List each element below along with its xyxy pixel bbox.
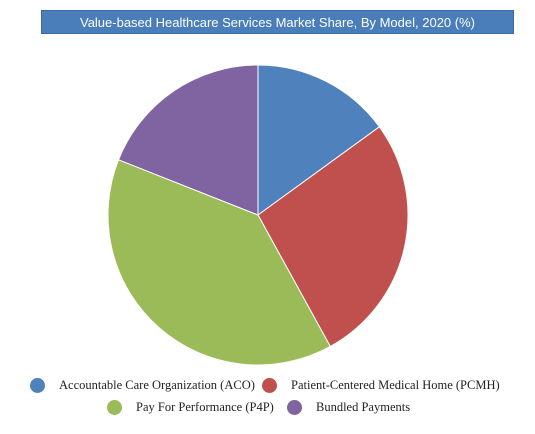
pie-slice-bundled bbox=[117, 64, 259, 216]
chart-title: Value-based Healthcare Services Market S… bbox=[79, 14, 475, 30]
legend-item-bundled: Bundled Payments bbox=[287, 400, 410, 415]
pie-slice-aco bbox=[257, 64, 381, 216]
pie-slice-pcmh bbox=[257, 126, 409, 348]
chart-title-box: Value-based Healthcare Services Market S… bbox=[41, 10, 514, 34]
legend-item-aco: Accountable Care Organization (ACO) bbox=[30, 378, 255, 393]
pie-slice-p4p bbox=[107, 159, 331, 366]
legend-item-p4p: Pay For Performance (P4P) bbox=[107, 400, 274, 415]
pie-chart bbox=[107, 64, 409, 366]
legend-swatch-aco bbox=[30, 378, 45, 393]
legend-label-bundled: Bundled Payments bbox=[316, 400, 411, 414]
legend-label-pcmh: Patient-Centered Medical Home (PCMH) bbox=[291, 378, 500, 392]
legend-swatch-p4p bbox=[107, 400, 122, 415]
legend-label-p4p: Pay For Performance (P4P) bbox=[136, 400, 274, 414]
legend-label-aco: Accountable Care Organization (ACO) bbox=[59, 378, 255, 392]
legend-swatch-pcmh bbox=[262, 378, 277, 393]
legend-swatch-bundled bbox=[287, 400, 302, 415]
legend-item-pcmh: Patient-Centered Medical Home (PCMH) bbox=[262, 378, 500, 393]
